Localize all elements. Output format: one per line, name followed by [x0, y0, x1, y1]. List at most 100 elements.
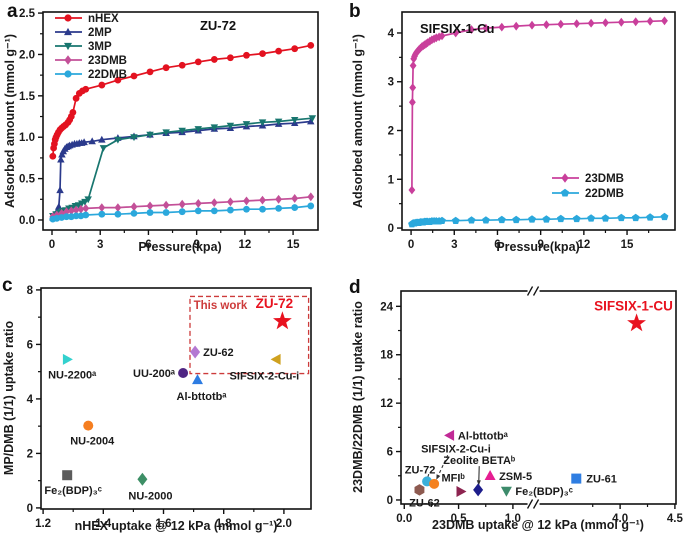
point-nu-2004: [83, 420, 94, 431]
label-fe2-bdp-3c: Fe₂(BDP)₃ᶜ: [515, 486, 573, 498]
panel-a-title: ZU-72: [200, 18, 236, 33]
point-al-bttotba: [192, 374, 203, 385]
point-fe2-bdp-3c: [500, 486, 512, 497]
tick-label: 3: [97, 239, 103, 251]
tick-label: 0.5: [451, 513, 468, 525]
legend-label-nhex: nHEX: [88, 13, 119, 25]
point-zu-62: [414, 484, 425, 496]
tick-label: 2: [27, 448, 33, 460]
point-zeolite-betab: [473, 483, 484, 497]
y-axis-label: MP/DMB (1/1) uptake ratio: [2, 321, 16, 476]
tick-label: 1.4: [95, 518, 112, 530]
tick-label: 0: [388, 223, 394, 235]
point-zu-72: [273, 311, 292, 330]
tick-label: 0: [408, 239, 414, 251]
series-23dmb-line: [411, 19, 665, 191]
y-axis: 0.0 0.5 1.0 1.5 2.0 2.5: [19, 8, 43, 227]
legend-marker-22dmb: [560, 188, 570, 197]
label-zu-72: ZU-72: [405, 464, 436, 476]
point-uu-200a: [178, 368, 189, 379]
legend-label-23dmb: 23DMB: [585, 173, 624, 185]
tick-label: 12: [380, 398, 393, 410]
x-axis-label: nHEX uptake @ 12 kPa (mmol g⁻¹): [75, 519, 278, 533]
tick-label: 0: [49, 239, 55, 251]
point-nu-2200a: [62, 353, 73, 365]
tick-label: 4.0: [612, 513, 628, 525]
this-work-box: [189, 295, 310, 375]
x-axis: 1.2 1.4 1.6 1.8 2.0: [35, 509, 292, 530]
plot-border: [401, 11, 676, 231]
tick-label: 1.5: [19, 91, 36, 103]
series-22dmb-points: [49, 202, 315, 223]
point-sifsix-1-cu: [627, 313, 646, 332]
panel-letter-a: a: [7, 1, 18, 22]
point-zsm-5: [484, 470, 496, 480]
tick-label: 1.8: [216, 518, 233, 530]
legend-marker-22dmb: [64, 70, 72, 78]
y-axis: 0 2 4 6 8: [27, 285, 41, 515]
point-fe2-bdp-3c: [62, 470, 73, 481]
tick-label: 15: [621, 239, 634, 251]
legend-marker-3mp: [64, 42, 72, 51]
panel-a: 0 3 6 9 12 15 0.0 0.5 1.0 1.5 2.0 2.5 nHEX 2MP 3MP 23DM…: [3, 8, 319, 254]
tick-label: 2: [388, 126, 394, 138]
point-nu-2000: [137, 472, 148, 486]
label-zu-62: ZU-62: [409, 497, 440, 509]
label-zu-72: ZU-72: [256, 296, 294, 311]
panel-letter-b: b: [349, 1, 361, 22]
panel-letter-d: d: [349, 277, 361, 298]
tick-label: 1: [388, 174, 395, 186]
tick-label: 6: [494, 239, 500, 251]
y-axis: 0 1 2 3 4: [388, 28, 402, 235]
series-nhex-points: [49, 41, 315, 160]
label-sifsix-1-cu: SIFSIX-1-CU: [594, 298, 673, 313]
legend-label-3mp: 3MP: [88, 41, 112, 53]
y-axis-label: Adsorbed amount (mmol g⁻¹): [3, 34, 17, 208]
x-axis-label: Pressure(kpa): [496, 240, 579, 254]
point-sifsix-2-cu-i: [270, 353, 281, 365]
panel-letter-c: c: [2, 275, 13, 296]
label-zsm-5: ZSM-5: [499, 471, 532, 483]
tick-label: 3: [388, 77, 394, 89]
tick-label: 9: [537, 239, 543, 251]
series-23dmb-points: [408, 16, 668, 195]
tick-label: 1.0: [19, 132, 35, 144]
label-nu-2000: NU-2000: [128, 490, 172, 502]
legend: nHEX 2MP 3MP 23DMB 22DMB: [55, 13, 127, 81]
x-axis-label: 23DMB uptake @ 12 kPa (mmol g⁻¹): [432, 518, 644, 532]
annotation-arrow-0: [426, 474, 430, 479]
label-uu-200a: UU-200ᵃ: [133, 368, 176, 380]
tick-label: 15: [287, 239, 300, 251]
y-axis: 0 6 12 18 24: [380, 301, 401, 507]
tick-label: 4.5: [667, 513, 684, 525]
tick-label: 12: [577, 239, 590, 251]
label-al-bttotba: Al-bttotbᵃ: [458, 430, 509, 442]
tick-label: 2.0: [276, 518, 292, 530]
y-axis-label: 23DMB/22DMB (1/1) uptake ratio: [351, 301, 365, 493]
point-zu-61: [571, 473, 582, 484]
tick-label: 1.6: [156, 518, 172, 530]
legend-marker-23dmb: [64, 55, 72, 65]
tick-label: 0: [27, 503, 33, 515]
label-zeolite-betab: Zeolite BETAᵇ: [443, 455, 516, 467]
tick-label: 2.0: [19, 49, 35, 61]
x-axis-label: Pressure(kpa): [138, 240, 221, 254]
x-axis: 0 3 6 9 12 15: [408, 230, 650, 251]
label-sifsix-2-cu-i: SIFSIX-2-Cu-i: [421, 443, 491, 455]
tick-label: 6: [27, 339, 33, 351]
tick-label: 24: [380, 301, 393, 313]
label-fe2-bdp-3c: Fe₂(BDP)₃ᶜ: [44, 485, 102, 497]
legend-label-2mp: 2MP: [88, 27, 112, 39]
legend-label-22dmb: 22DMB: [88, 69, 127, 81]
label-nu-2004: NU-2004: [70, 436, 115, 448]
x-axis: 0 3 6 9 12 15: [49, 230, 300, 251]
panel-d: 0.0 0.5 1.0 4.0 4.5 0 6 12 18 24 ZU-62 ZU-72 SIFSIX-…: [351, 286, 684, 532]
legend-label-22dmb: 22DMB: [585, 188, 624, 200]
panel-b-title: SIFSIX-1-Cu: [420, 21, 494, 36]
tick-label: 12: [238, 239, 251, 251]
legend: 23DMB 22DMB: [552, 173, 624, 200]
label-nu-2200a: NU-2200ᵃ: [48, 369, 97, 381]
plot-border: [42, 11, 319, 231]
